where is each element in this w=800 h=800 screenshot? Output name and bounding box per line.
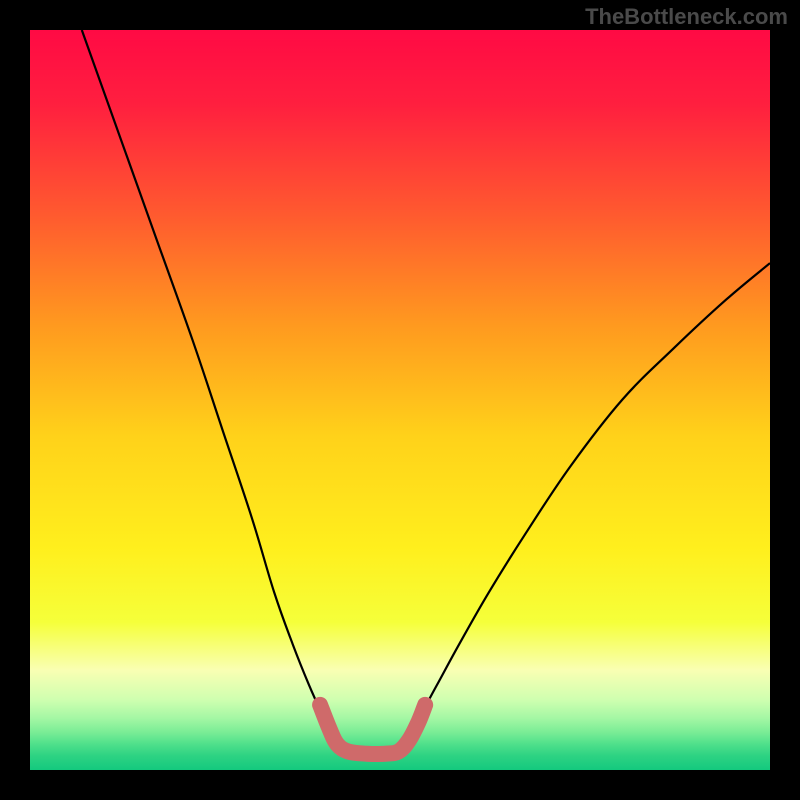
valley-highlight — [320, 705, 425, 754]
right-curve — [411, 263, 770, 729]
plot-area — [30, 30, 770, 770]
watermark-text: TheBottleneck.com — [585, 4, 788, 30]
curve-overlay — [30, 30, 770, 770]
left-curve — [82, 30, 330, 729]
